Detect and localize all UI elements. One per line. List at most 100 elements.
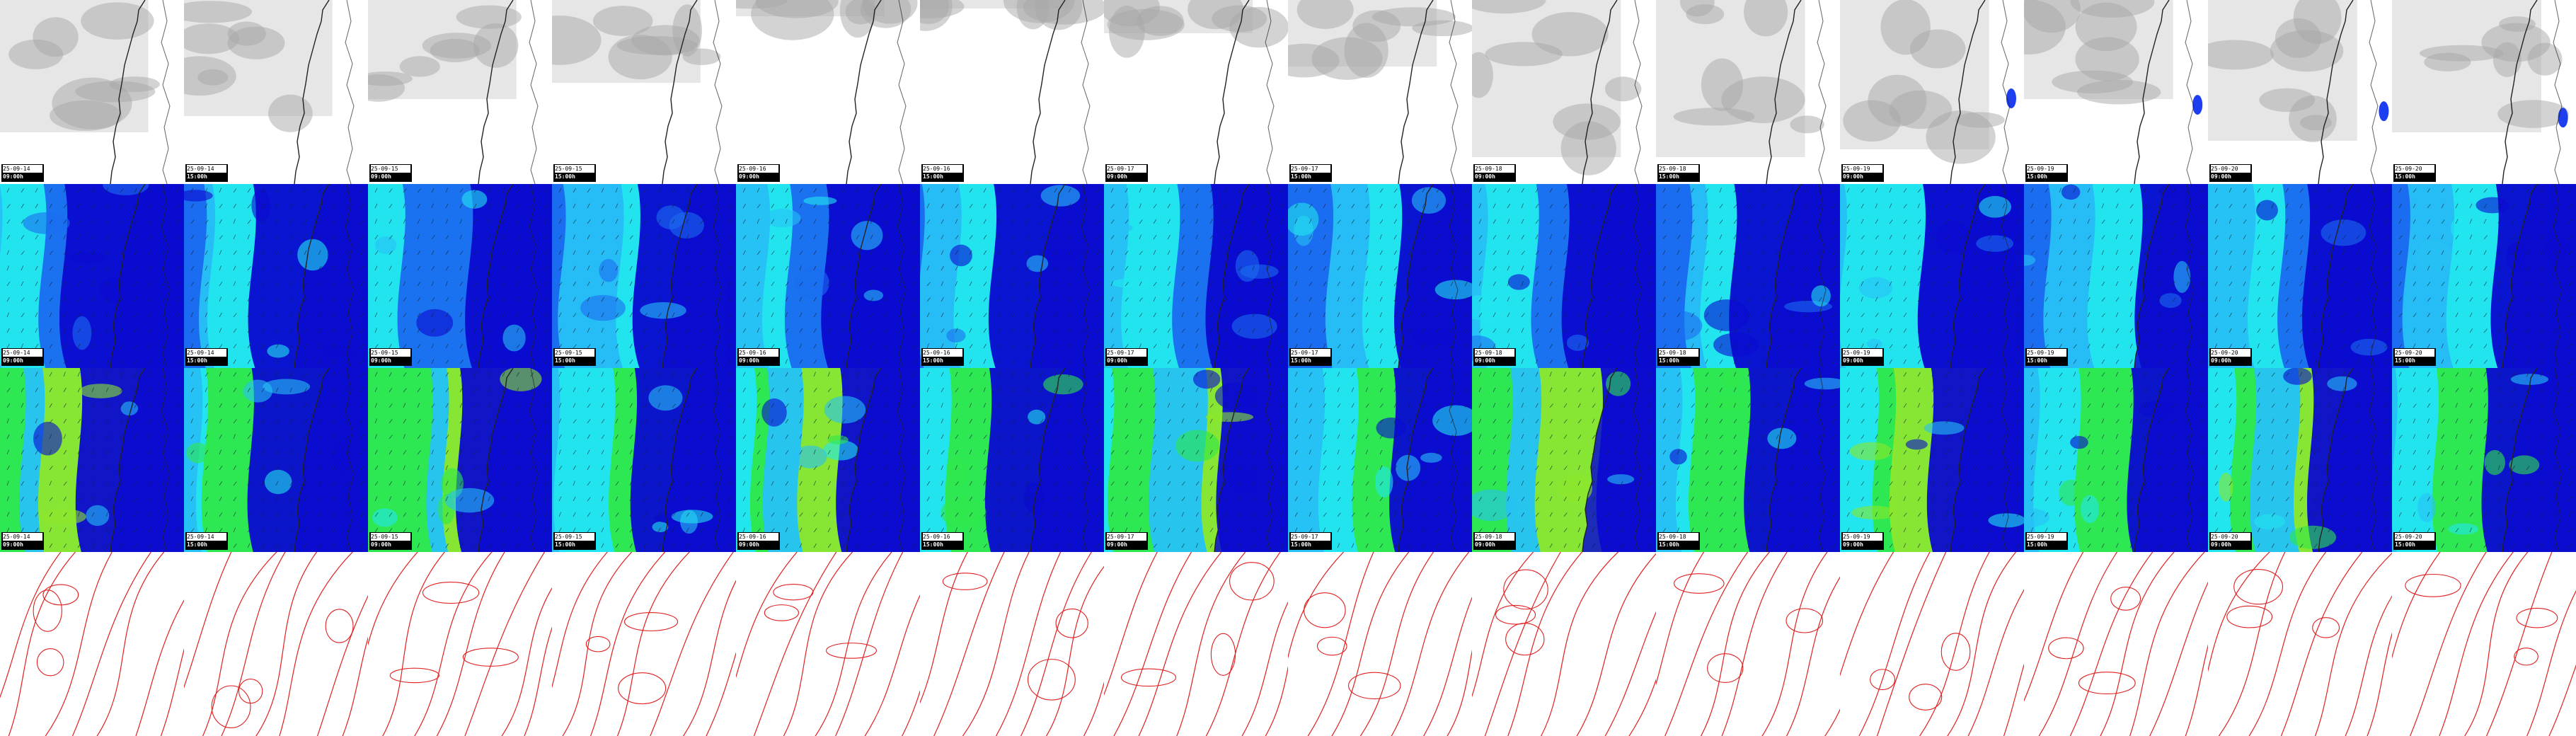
wind-high-map (2208, 368, 2392, 552)
pressure-map (1840, 552, 2024, 736)
wind-high-map-panel: 25-09-17 15:00h (1288, 368, 1472, 552)
panel-time: 09:00h (3, 541, 23, 548)
panel-date: 25-09-15 (555, 165, 594, 173)
wind-high-map-panel: 25-09-19 09:00h (1840, 368, 2024, 552)
panel-time: 15:00h (2027, 357, 2047, 364)
panel-time: 09:00h (1843, 357, 1863, 364)
cloud-cover-map (368, 0, 552, 184)
cloud-cover-map-panel: 25-09-16 15:00h (920, 0, 1104, 184)
panel-timestamp: 25-09-18 09:00h (1473, 164, 1516, 182)
pressure-map (552, 552, 736, 736)
panel-timestamp: 25-09-18 15:00h (1657, 348, 1700, 366)
panel-date: 25-09-18 (1659, 165, 1698, 173)
cloud-cover-map-panel: 25-09-15 09:00h (368, 0, 552, 184)
panel-date: 25-09-16 (739, 165, 778, 173)
panel-timestamp: 25-09-14 09:00h (1, 348, 44, 366)
panel-date: 25-09-18 (1659, 349, 1698, 357)
panel-date: 25-09-16 (923, 349, 962, 357)
wind-high-map (1656, 368, 1840, 552)
wind-high-map-panel: 25-09-20 09:00h (2208, 368, 2392, 552)
panel-timestamp: 25-09-17 09:00h (1105, 348, 1148, 366)
cloud-cover-map (2392, 0, 2576, 184)
panel-date: 25-09-20 (2395, 165, 2434, 173)
panel-timestamp: 25-09-19 15:00h (2025, 348, 2068, 366)
panel-timestamp: 25-09-18 15:00h (1657, 164, 1700, 182)
panel-date: 25-09-16 (923, 533, 962, 541)
panel-date: 25-09-17 (1107, 533, 1146, 541)
cloud-cover-map (1288, 0, 1472, 184)
pressure-map-panel (1104, 552, 1288, 736)
panel-date: 25-09-19 (2027, 533, 2066, 541)
wind-high-map-panel: 25-09-14 15:00h (184, 368, 368, 552)
panel-timestamp: 25-09-20 15:00h (2393, 164, 2436, 182)
panel-date: 25-09-15 (371, 533, 410, 541)
panel-time: 15:00h (2395, 173, 2415, 180)
cloud-cover-map-panel: 25-09-18 09:00h (1472, 0, 1656, 184)
panel-date: 25-09-18 (1659, 533, 1698, 541)
cloud-cover-map-panel: 25-09-19 09:00h (1840, 0, 2024, 184)
panel-time: 15:00h (187, 357, 207, 364)
pressure-map (184, 552, 368, 736)
panel-timestamp: 25-09-19 09:00h (1841, 164, 1884, 182)
panel-time: 09:00h (1843, 173, 1863, 180)
cloud-cover-map-panel: 25-09-14 15:00h (184, 0, 368, 184)
panel-time: 15:00h (1659, 173, 1679, 180)
panel-time: 15:00h (923, 541, 943, 548)
pressure-map-panel (2208, 552, 2392, 736)
panel-time: 09:00h (2211, 541, 2231, 548)
panel-time: 09:00h (1475, 541, 1495, 548)
wind-high-map (920, 368, 1104, 552)
wind-high-map (0, 368, 184, 552)
cloud-cover-map (1472, 0, 1656, 184)
panel-date: 25-09-14 (3, 349, 42, 357)
wind-low-map (1472, 184, 1656, 368)
panel-date: 25-09-18 (1475, 533, 1514, 541)
panel-date: 25-09-18 (1475, 349, 1514, 357)
pressure-map (2392, 552, 2576, 736)
wind-high-map-panel: 25-09-17 09:00h (1104, 368, 1288, 552)
panel-timestamp: 25-09-15 09:00h (369, 532, 412, 550)
wind-low-map-panel: 25-09-18 09:00h (1472, 184, 1656, 368)
cloud-cover-map (0, 0, 184, 184)
wind-low-map-panel: 25-09-20 09:00h (2208, 184, 2392, 368)
wind-low-map (1840, 184, 2024, 368)
panel-date: 25-09-17 (1107, 165, 1146, 173)
pressure-map-panel (1840, 552, 2024, 736)
wind-low-map (1104, 184, 1288, 368)
pressure-map-panel (1656, 552, 1840, 736)
pressure-map-panel (368, 552, 552, 736)
wind-high-map (1840, 368, 2024, 552)
pressure-map (368, 552, 552, 736)
panel-time: 09:00h (371, 173, 391, 180)
panel-time: 15:00h (923, 357, 943, 364)
panel-time: 09:00h (739, 541, 759, 548)
panel-timestamp: 25-09-20 09:00h (2209, 348, 2252, 366)
cloud-cover-map-panel: 25-09-20 15:00h (2392, 0, 2576, 184)
wind-high-map-panel: 25-09-15 09:00h (368, 368, 552, 552)
panel-date: 25-09-20 (2211, 165, 2250, 173)
panel-timestamp: 25-09-16 15:00h (921, 348, 964, 366)
wind-low-map (1288, 184, 1472, 368)
panel-date: 25-09-16 (739, 349, 778, 357)
panel-time: 15:00h (555, 357, 575, 364)
panel-timestamp: 25-09-19 15:00h (2025, 164, 2068, 182)
panel-time: 09:00h (739, 173, 759, 180)
wind-low-map-panel: 25-09-17 15:00h (1288, 184, 1472, 368)
panel-time: 15:00h (1291, 173, 1311, 180)
cloud-cover-map (2024, 0, 2208, 184)
wind-high-map-panel: 25-09-16 09:00h (736, 368, 920, 552)
panel-time: 15:00h (2027, 173, 2047, 180)
panel-time: 15:00h (1291, 357, 1311, 364)
panel-date: 25-09-15 (555, 533, 594, 541)
wind-low-map (2392, 184, 2576, 368)
panel-date: 25-09-15 (555, 349, 594, 357)
pressure-map (1472, 552, 1656, 736)
panel-date: 25-09-14 (187, 165, 226, 173)
panel-time: 15:00h (1291, 541, 1311, 548)
panel-time: 09:00h (371, 357, 391, 364)
wind-low-map (0, 184, 184, 368)
wind-high-map (184, 368, 368, 552)
wind-low-map (1656, 184, 1840, 368)
wind-low-map-panel: 25-09-20 15:00h (2392, 184, 2576, 368)
cloud-cover-map (920, 0, 1104, 184)
